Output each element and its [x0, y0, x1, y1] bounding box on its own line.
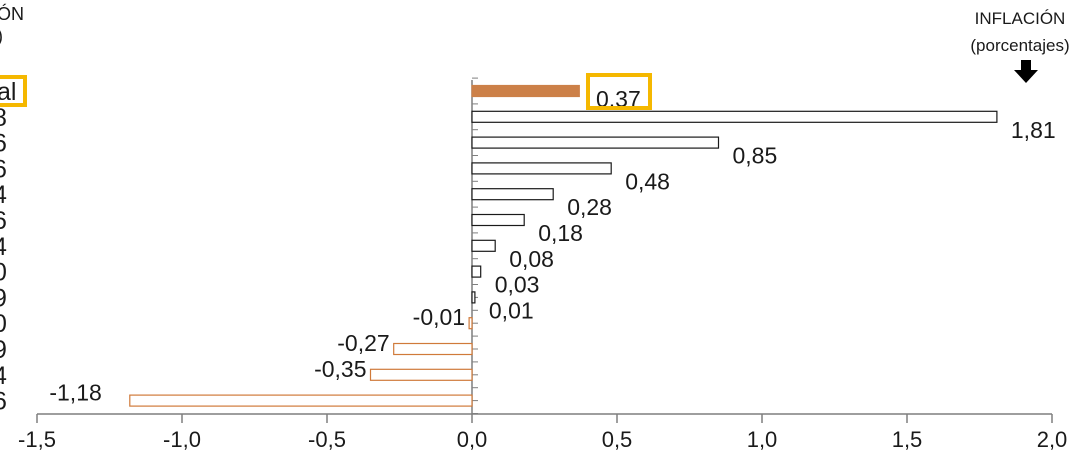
bar — [471, 84, 580, 98]
x-tick-label: 1,0 — [747, 427, 778, 452]
bar — [393, 342, 473, 356]
category-label: 9 — [0, 336, 7, 364]
highlight-box-value — [586, 73, 652, 110]
category-label: 0 — [0, 259, 7, 287]
data-label: 1,81 — [1011, 117, 1056, 143]
data-label: -0,01 — [413, 304, 465, 330]
bar — [471, 188, 554, 201]
bar — [369, 368, 473, 381]
category-label: 6 — [0, 130, 7, 158]
bar — [468, 317, 473, 330]
category-label: 4 — [0, 233, 7, 261]
right-header-subtitle: (porcentajes) — [970, 36, 1069, 55]
right-header-title: INFLACIÓN — [975, 9, 1066, 28]
left-header-line-1: ÓN — [0, 3, 24, 24]
x-tick-label: 2,0 — [1037, 427, 1068, 452]
category-label: 6 — [0, 155, 7, 183]
data-label: 0,18 — [538, 220, 583, 246]
data-label: 0,08 — [509, 246, 554, 272]
category-label: 9 — [0, 284, 7, 312]
x-tick-label: 0,0 — [457, 427, 488, 452]
bar — [471, 213, 525, 227]
data-label: 0,28 — [567, 194, 612, 220]
x-tick-label: -0,5 — [308, 427, 346, 452]
plot-area: -1,5-1,0-0,50,00,51,01,52,00,37al1,8180,… — [0, 73, 1068, 452]
bar — [129, 394, 473, 407]
category-label: al — [0, 78, 16, 106]
x-tick-label: 0,5 — [602, 427, 633, 452]
highlight-box-category — [0, 75, 27, 107]
data-label: -0,27 — [337, 330, 389, 356]
bar — [471, 239, 496, 252]
data-label: 0,03 — [495, 272, 540, 298]
x-tick-label: -1,0 — [163, 427, 201, 452]
data-label: 0,48 — [625, 168, 670, 194]
bar — [471, 110, 998, 123]
data-label: 0,01 — [489, 297, 534, 323]
bar — [471, 291, 476, 304]
category-label: 4 — [0, 362, 7, 390]
category-label: 4 — [0, 181, 7, 209]
bar — [471, 162, 612, 175]
data-label: -0,35 — [314, 356, 366, 382]
down-arrow-icon — [1014, 60, 1038, 83]
category-label: 6 — [0, 388, 7, 416]
x-tick-label: -1,5 — [18, 427, 56, 452]
category-label: 6 — [0, 207, 7, 235]
data-label: 0,85 — [733, 143, 778, 169]
data-label: -1,18 — [49, 380, 101, 406]
bar — [471, 265, 482, 278]
category-label: 0 — [0, 310, 7, 338]
left-header-line-2: ) — [0, 26, 3, 46]
category-label: 8 — [0, 104, 7, 132]
x-tick-label: 1,5 — [892, 427, 923, 452]
bar — [471, 136, 720, 149]
